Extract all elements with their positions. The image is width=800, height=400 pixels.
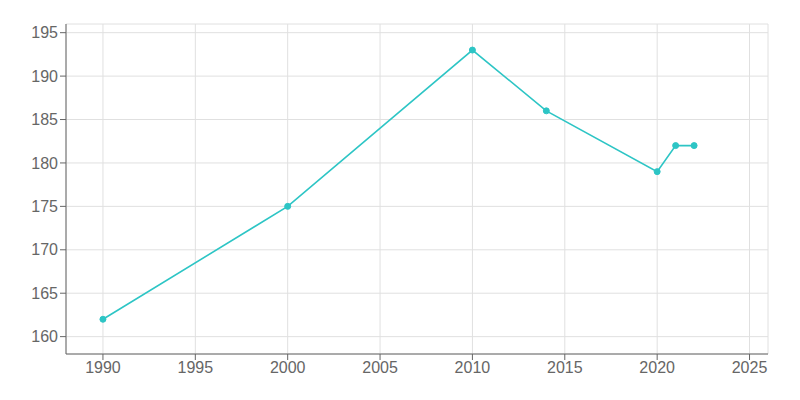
svg-text:2000: 2000: [270, 359, 306, 376]
svg-text:2025: 2025: [732, 359, 768, 376]
svg-text:2005: 2005: [362, 359, 398, 376]
svg-text:2015: 2015: [547, 359, 583, 376]
svg-text:185: 185: [31, 111, 58, 128]
svg-text:1995: 1995: [178, 359, 214, 376]
svg-text:2020: 2020: [639, 359, 675, 376]
svg-text:1990: 1990: [85, 359, 121, 376]
svg-text:165: 165: [31, 285, 58, 302]
svg-text:160: 160: [31, 328, 58, 345]
svg-text:170: 170: [31, 241, 58, 258]
svg-text:190: 190: [31, 68, 58, 85]
svg-text:175: 175: [31, 198, 58, 215]
svg-text:180: 180: [31, 155, 58, 172]
svg-text:2010: 2010: [455, 359, 491, 376]
svg-text:195: 195: [31, 24, 58, 41]
